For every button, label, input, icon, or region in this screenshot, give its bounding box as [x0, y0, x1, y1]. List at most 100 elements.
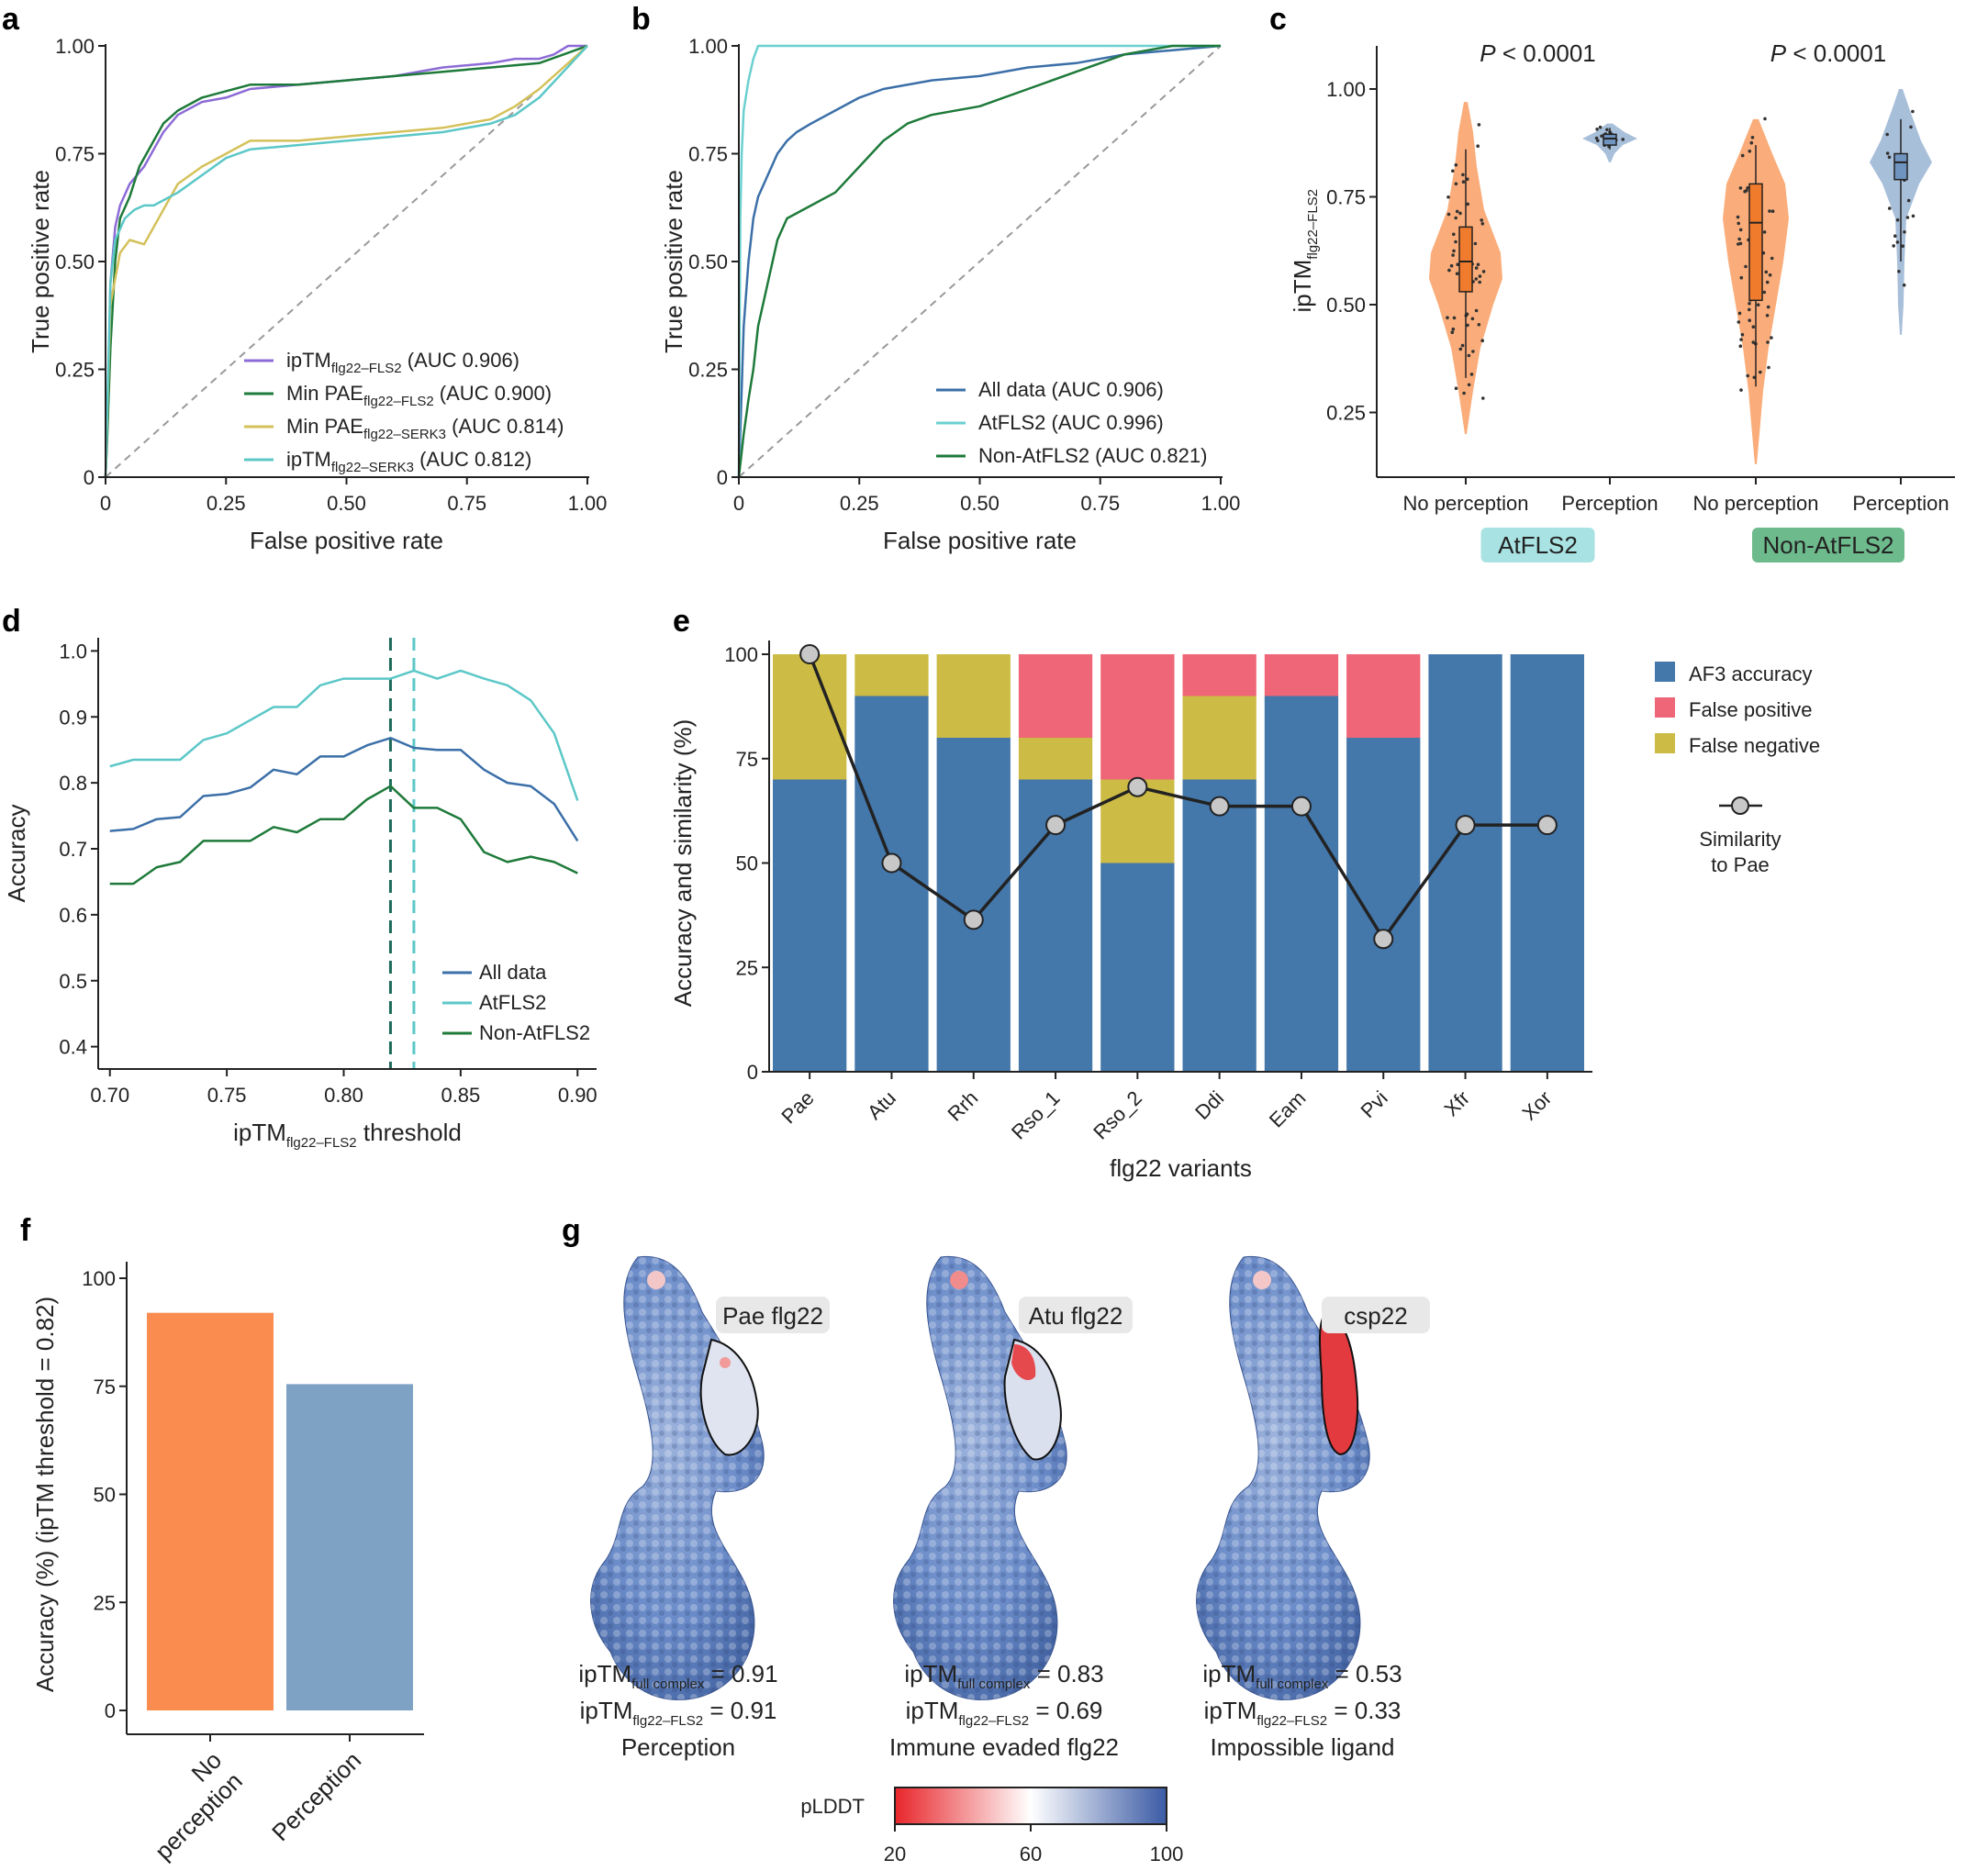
- similarity-point: [1536, 815, 1558, 836]
- bar-segment-af3-accuracy: [936, 738, 1011, 1072]
- similarity-point: [1127, 776, 1148, 797]
- x-tick-label: Pae: [776, 1086, 818, 1128]
- data-point: [1766, 305, 1770, 309]
- data-point: [1446, 195, 1450, 199]
- data-point: [1737, 221, 1740, 226]
- bar-segment-false-negative: [854, 654, 929, 696]
- data-point: [1770, 209, 1775, 213]
- data-point: [1764, 270, 1769, 274]
- accuracy-line-atfls2: [109, 669, 579, 801]
- data-point: [1452, 249, 1456, 253]
- data-point: [1748, 302, 1751, 306]
- legend-label: Non-AtFLS2 (AUC 0.821): [978, 444, 1207, 467]
- data-point: [1893, 234, 1897, 238]
- data-point: [1454, 216, 1457, 220]
- y-axis-label: True positive rate: [27, 170, 54, 353]
- data-point: [1895, 240, 1900, 244]
- x-tick-label: 0.50: [327, 492, 366, 515]
- colorbar-tick: 100: [1150, 1843, 1184, 1865]
- x-tick-label: 0.25: [207, 492, 246, 515]
- data-point: [1738, 186, 1743, 190]
- x-axis-label: False positive rate: [883, 527, 1077, 554]
- y-axis-label: Accuracy (%) (ipTM threshold = 0.82): [31, 1297, 59, 1692]
- svg-text:Immune evaded flg22: Immune evaded flg22: [889, 1733, 1119, 1761]
- y-tick-label: 0.8: [59, 772, 87, 795]
- data-point: [1739, 275, 1744, 280]
- x-tick-label: Pvi: [1356, 1086, 1391, 1122]
- data-point: [1461, 173, 1465, 177]
- x-tick-label: 0.75: [1080, 492, 1120, 515]
- y-tick-label: 0.75: [1326, 186, 1366, 209]
- legend-label: False positive: [1689, 698, 1813, 721]
- panel-letter-a: a: [2, 2, 20, 37]
- roc-line-non-atfls2: [737, 44, 1221, 478]
- p-value-label: P < 0.0001: [1480, 39, 1596, 67]
- data-point: [1885, 132, 1889, 137]
- data-point: [1596, 139, 1600, 142]
- x-tick-label: Atu: [863, 1086, 900, 1124]
- data-point: [1763, 117, 1767, 121]
- bar: [286, 1384, 413, 1710]
- roc-line-all-data: [737, 44, 1222, 478]
- panel-letter-b: b: [631, 2, 651, 37]
- data-point: [1600, 134, 1603, 139]
- x-tick-label: Perception: [1852, 492, 1949, 515]
- data-point: [1737, 237, 1741, 241]
- data-point: [1471, 350, 1475, 353]
- data-point: [1740, 153, 1745, 158]
- similarity-point: [1455, 815, 1476, 836]
- accuracy-line-all-data: [109, 737, 579, 842]
- x-tick-label: Xfr: [1440, 1086, 1475, 1121]
- legend-label: ipTMflg22–SERK3 (AUC 0.812): [286, 448, 531, 475]
- y-axis-label: ipTMflg22–FLS2: [1289, 189, 1321, 313]
- panel-a-roc-chart: 0 0.25 0.50 0.75 1.00 0 0.25 0.50 0.75 1.00 False …: [27, 35, 607, 554]
- bar-segment-false-positive: [1100, 654, 1175, 780]
- data-point: [1480, 339, 1484, 343]
- y-tick-label: 1.00: [1326, 78, 1366, 101]
- data-point: [1470, 317, 1475, 321]
- data-point: [1738, 241, 1743, 246]
- data-point: [1743, 189, 1747, 194]
- p-value-label: P < 0.0001: [1770, 39, 1887, 67]
- data-point: [1756, 303, 1760, 307]
- bar-segment-af3-accuracy: [854, 696, 929, 1072]
- bar: [147, 1312, 274, 1710]
- x-tick-label: 0.75: [207, 1084, 247, 1107]
- data-point: [1759, 370, 1762, 374]
- data-point: [1737, 242, 1740, 246]
- data-point: [1748, 150, 1752, 153]
- data-point: [1455, 272, 1459, 276]
- y-tick-label: 100: [82, 1267, 116, 1290]
- y-tick-label: 1.0: [59, 640, 87, 663]
- legend-label: ipTMflg22–FLS2 (AUC 0.906): [286, 349, 519, 376]
- data-point: [1902, 283, 1906, 287]
- group-label-badge: [1752, 528, 1904, 562]
- similarity-point: [1209, 796, 1230, 817]
- svg-text:Impossible ligand: Impossible ligand: [1211, 1733, 1395, 1761]
- svg-text:csp22: csp22: [1344, 1302, 1407, 1330]
- legend-label: All data: [479, 961, 547, 984]
- data-point: [1770, 336, 1773, 340]
- legend-label: AtFLS2 (AUC 0.996): [978, 411, 1164, 434]
- bar-segment-af3-accuracy: [1100, 863, 1175, 1072]
- structure-csp22: [1196, 1255, 1370, 1701]
- data-point: [1594, 136, 1599, 140]
- similarity-point: [963, 909, 984, 930]
- panel-letter-c: c: [1269, 2, 1287, 37]
- data-point: [1477, 323, 1481, 327]
- data-point: [1895, 217, 1900, 222]
- structure-label-atu: Atu flg22: [1019, 1297, 1133, 1333]
- x-axis-label: flg22 variants: [1110, 1154, 1252, 1182]
- data-point: [1454, 182, 1458, 186]
- y-tick-label: 0.75: [688, 143, 728, 166]
- data-point: [1737, 311, 1742, 316]
- x-tick-label: 0.75: [447, 492, 486, 515]
- data-point: [1911, 214, 1915, 218]
- data-point: [1749, 140, 1754, 145]
- data-point: [1466, 202, 1469, 206]
- y-tick-label: 0.50: [55, 251, 95, 273]
- y-tick-label: 50: [94, 1484, 116, 1507]
- x-tick-label: Ddi: [1190, 1086, 1228, 1124]
- colorbar-tick: 20: [884, 1843, 906, 1865]
- x-tick-label: 0: [100, 492, 111, 515]
